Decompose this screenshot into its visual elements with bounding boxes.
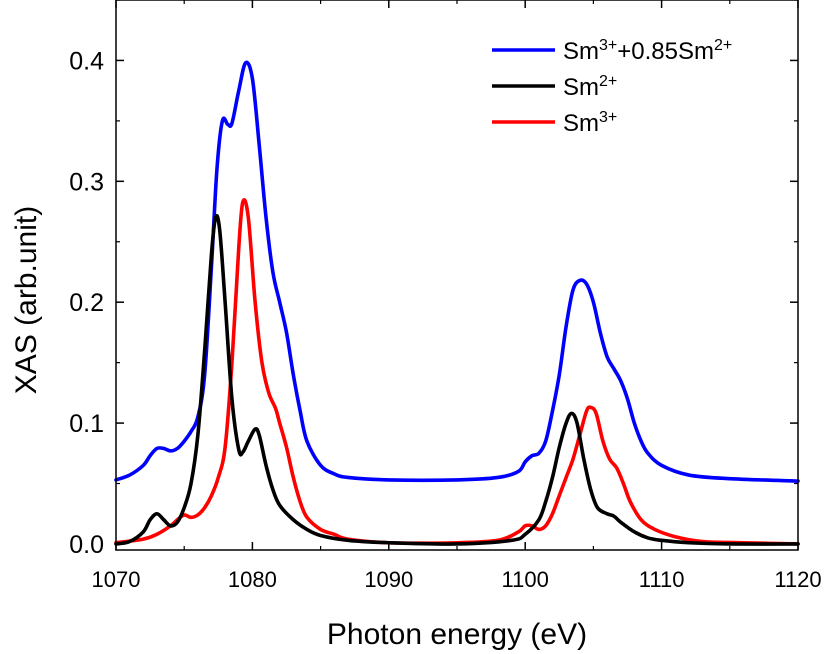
series-line-2	[114, 198, 800, 546]
y-tick-label: 0.2	[69, 289, 104, 317]
x-tick-label: 1100	[502, 567, 549, 592]
x-tick-label: 1090	[364, 567, 413, 592]
legend: Sm3++0.85Sm2+ Sm2+ Sm3+	[492, 37, 732, 137]
x-axis-title: Photon energy (eV)	[327, 618, 587, 651]
legend-label-2: Sm3+	[563, 109, 617, 137]
series-line-1	[114, 213, 800, 546]
x-tick-label: 1080	[228, 567, 277, 592]
y-tick-label: 0.0	[69, 531, 104, 559]
series-lines	[114, 60, 800, 546]
series-line-0	[114, 60, 800, 483]
x-tick-label: 1070	[92, 567, 141, 592]
plot-frame	[115, 0, 799, 551]
y-tick-label: 0.3	[69, 168, 104, 196]
legend-label-0: Sm3++0.85Sm2+	[563, 37, 732, 65]
x-tick-label: 1110	[639, 567, 685, 592]
y-tick-label: 0.4	[69, 47, 104, 75]
x-tick-label: 1120	[774, 567, 821, 592]
legend-label-1: Sm2+	[563, 73, 617, 101]
axes: 1070 1080 1090 1100 1110 1120 0.0 0.1 0.2 0.3 0.4	[69, 0, 822, 592]
y-tick-label: 0.1	[69, 410, 104, 438]
y-axis-title: XAS (arb.unit)	[10, 206, 43, 394]
